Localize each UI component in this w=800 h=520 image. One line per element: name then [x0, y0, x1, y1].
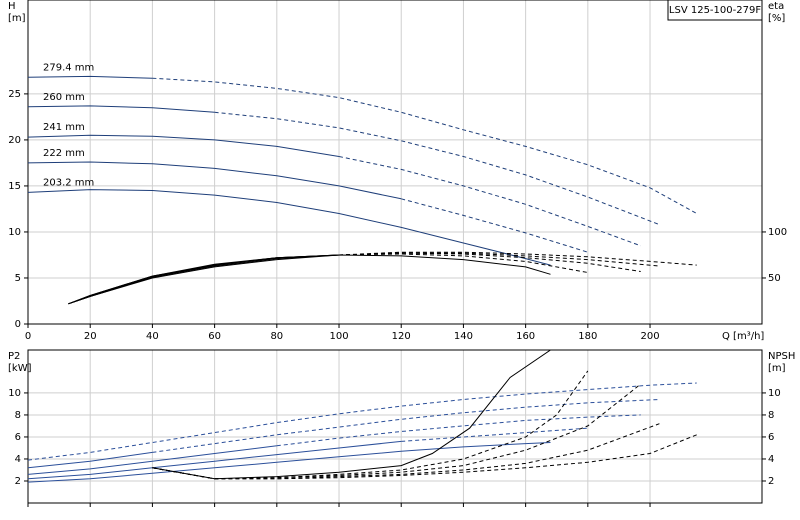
x-tick-label: 120: [392, 331, 411, 342]
y-tick-label: 2: [15, 476, 21, 487]
curve: [152, 77, 697, 214]
curve-label: 279.4 mm: [43, 62, 94, 73]
curve: [68, 254, 340, 305]
curve: [152, 399, 660, 453]
y-tick-label: 25: [8, 89, 21, 100]
chart-title: LSV 125-100-279F: [669, 5, 761, 16]
x-tick-label: 60: [208, 331, 221, 342]
x-tick-label: 80: [270, 331, 283, 342]
y-axis-unit: [kW]: [8, 363, 32, 374]
x-tick-label: 160: [516, 331, 535, 342]
curve: [68, 254, 551, 305]
x-tick-label: 0: [25, 331, 31, 342]
curve: [28, 440, 402, 480]
y-tick-label: 10: [8, 227, 21, 238]
curve: [401, 427, 588, 442]
curve: [276, 414, 641, 447]
curve: [152, 370, 589, 480]
curve-label: 222 mm: [43, 148, 85, 159]
x-tick-label: 20: [84, 331, 97, 342]
y-tick-label: 6: [15, 432, 21, 443]
x-tick-label: 200: [640, 331, 659, 342]
y2-axis-unit: [m]: [768, 363, 786, 374]
x-tick-label: 40: [146, 331, 159, 342]
plot-frame: [27, 349, 763, 504]
x-tick-label: 100: [329, 331, 348, 342]
y-tick-label: 5: [15, 273, 21, 284]
curve: [152, 350, 551, 480]
curve-label: 241 mm: [43, 122, 85, 133]
x-axis-label: Q [m³/h]: [722, 331, 764, 342]
x-tick-label: 180: [578, 331, 597, 342]
y2-tick-label: 2: [768, 476, 774, 487]
curve: [28, 75, 153, 79]
y-tick-label: 4: [15, 454, 21, 465]
y2-tick-label: 50: [768, 273, 781, 284]
y2-axis-label: NPSH: [768, 351, 795, 362]
curve: [28, 134, 340, 157]
y2-tick-label: 6: [768, 432, 774, 443]
curve: [338, 156, 641, 247]
y-tick-label: 0: [15, 319, 21, 330]
plot-frame: [27, 0, 763, 325]
curve: [68, 254, 340, 305]
y2-tick-label: 10: [768, 388, 781, 399]
y2-axis-label: eta: [768, 1, 784, 12]
y-axis-label: H: [8, 1, 16, 12]
y-tick-label: 15: [8, 181, 21, 192]
y2-tick-label: 8: [768, 410, 774, 421]
curve: [338, 251, 697, 266]
curve: [68, 254, 340, 305]
curve: [214, 111, 660, 226]
curve: [68, 254, 340, 305]
curve: [28, 442, 551, 483]
curve: [401, 198, 588, 253]
y2-tick-label: 4: [768, 454, 774, 465]
curve: [28, 105, 215, 113]
curve: [28, 451, 153, 469]
y-axis-label: P2: [8, 351, 20, 362]
y-tick-label: 8: [15, 410, 21, 421]
curve: [152, 383, 642, 480]
y-tick-label: 10: [8, 388, 21, 399]
curve-label: 260 mm: [43, 92, 85, 103]
curve: [28, 382, 697, 461]
curve: [338, 252, 641, 272]
y2-tick-label: 100: [768, 227, 787, 238]
y2-axis-unit: [%]: [768, 13, 785, 24]
x-tick-label: 140: [454, 331, 473, 342]
y-tick-label: 20: [8, 135, 21, 146]
curve: [28, 161, 402, 200]
curve: [28, 445, 277, 475]
y-axis-unit: [m]: [8, 13, 26, 24]
curve-label: 203.2 mm: [43, 177, 94, 188]
curve: [28, 189, 551, 266]
